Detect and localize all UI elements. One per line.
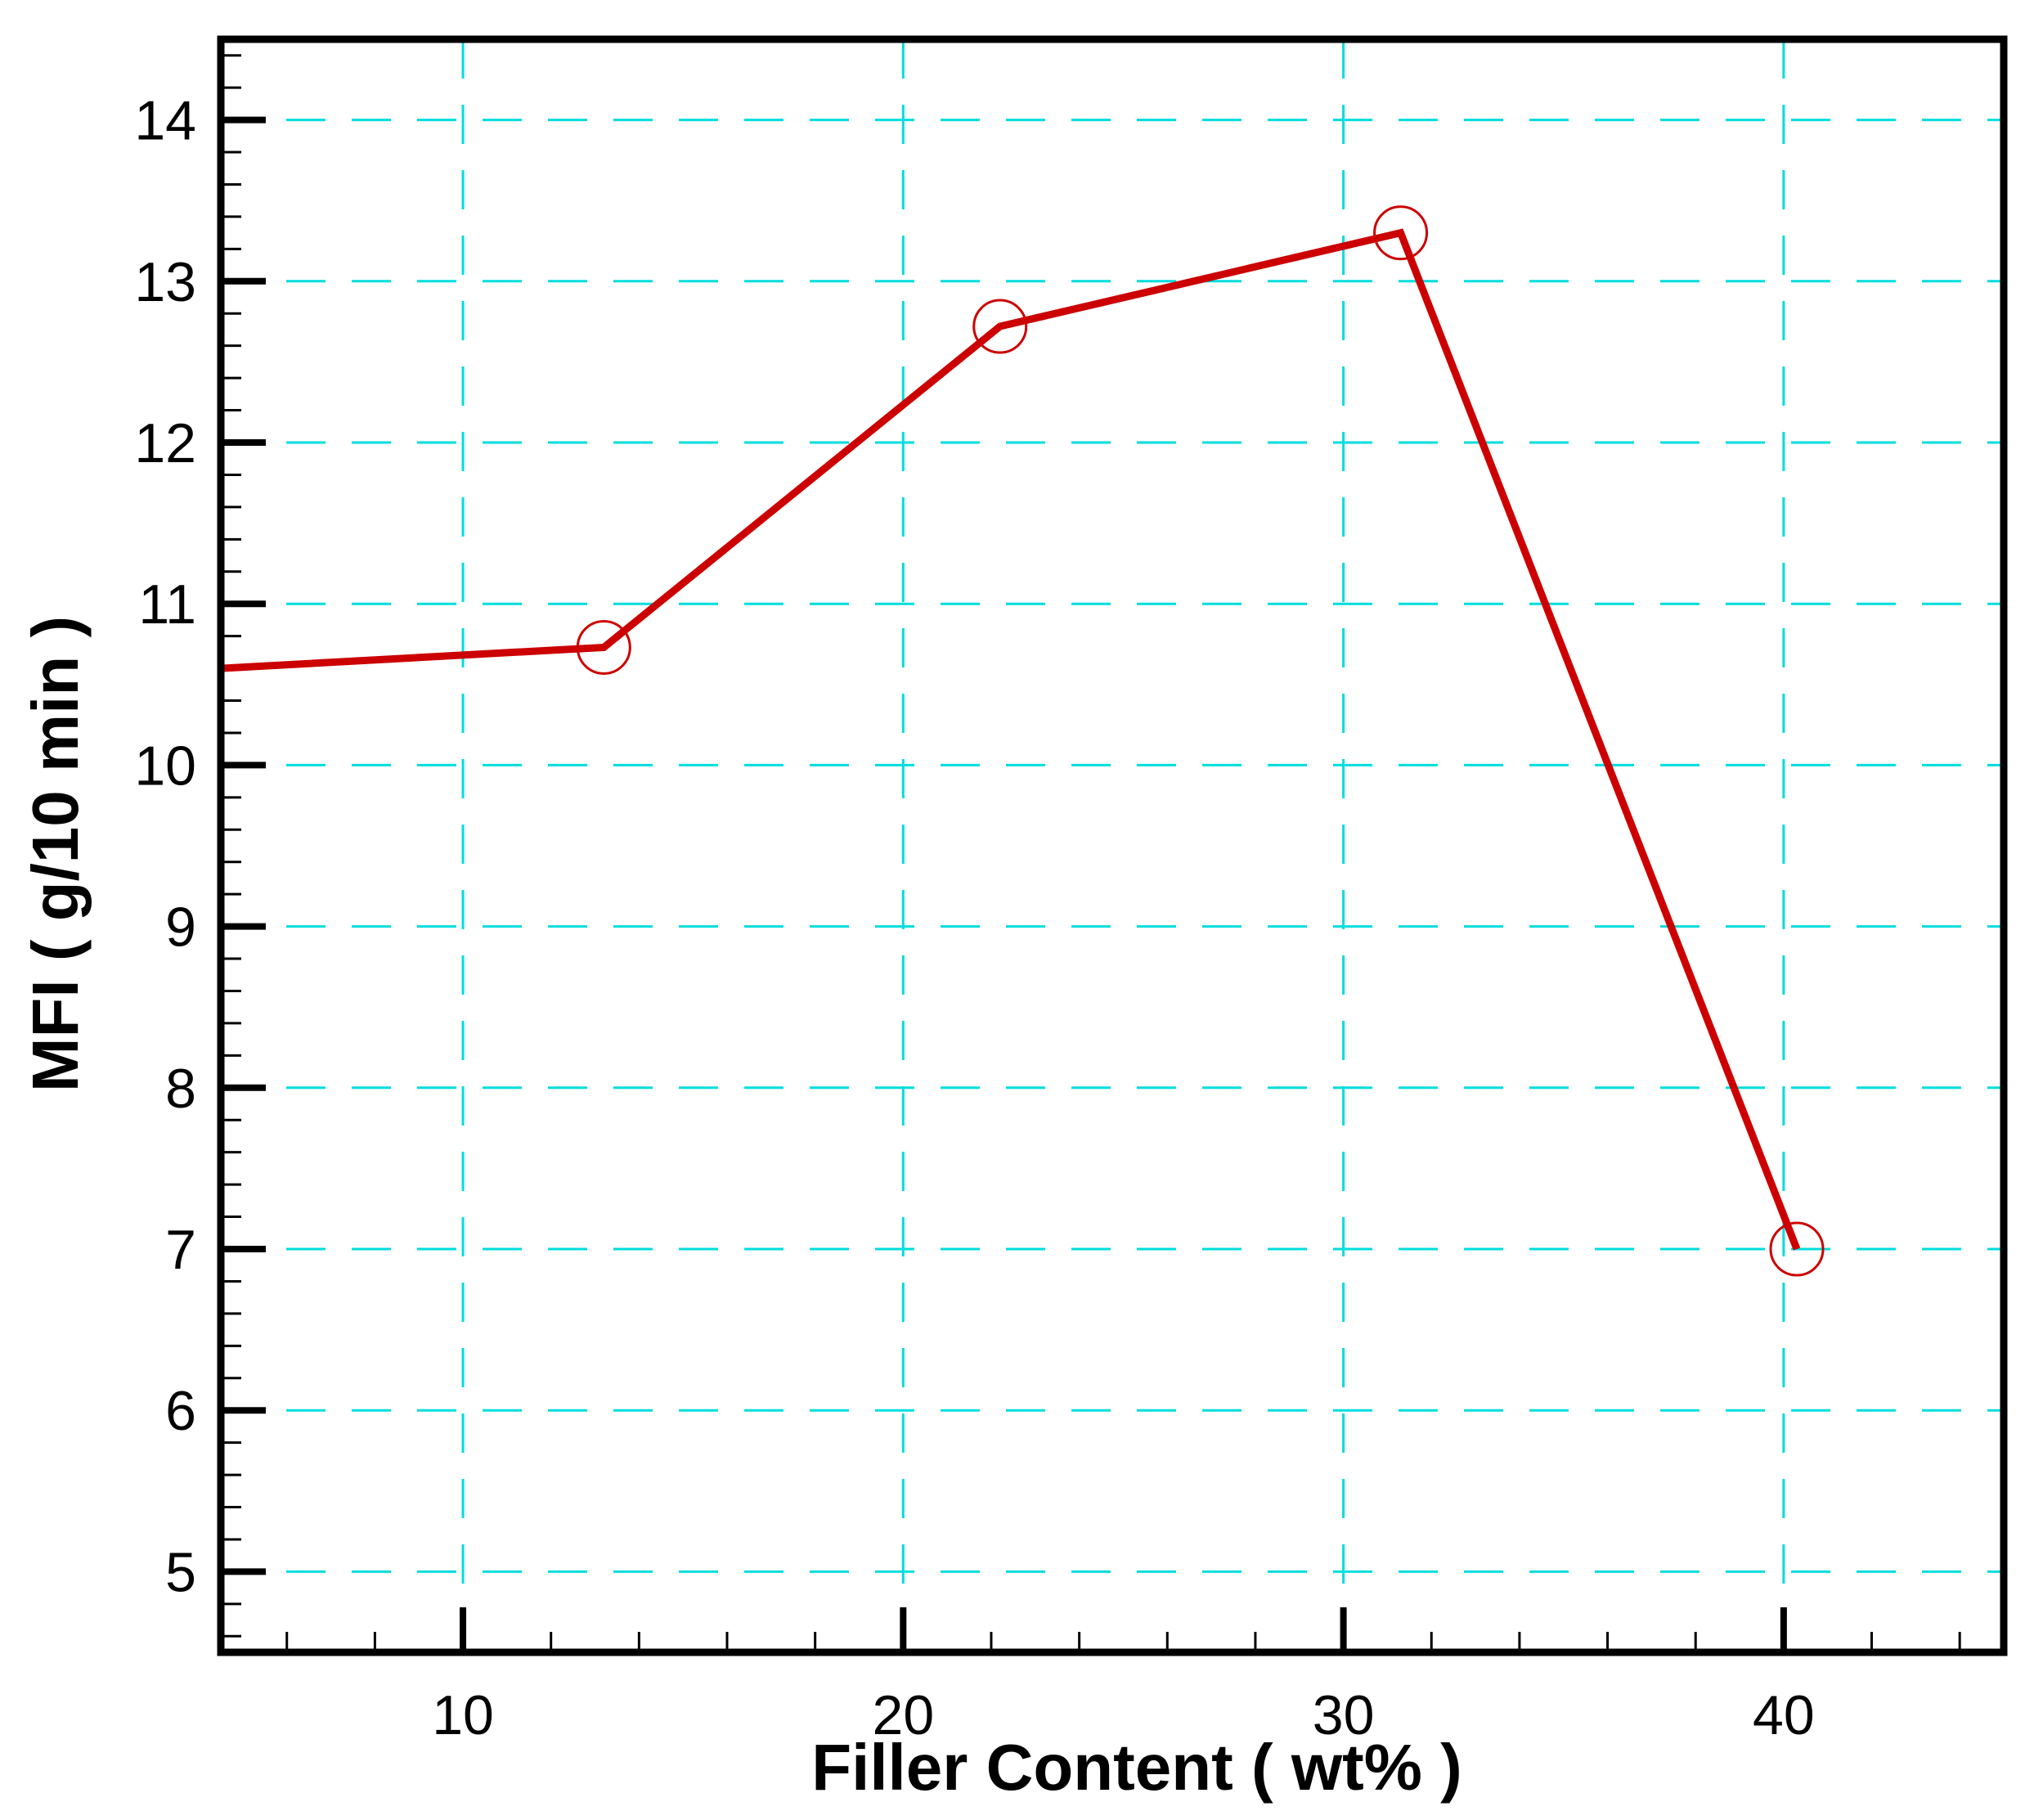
y-tick-label: 7 — [165, 1219, 196, 1281]
series-line — [220, 228, 1801, 1251]
x-tick-label: 10 — [432, 1684, 494, 1746]
y-tick-label: 9 — [165, 897, 196, 959]
data-point-marker — [1769, 1221, 1825, 1277]
tick-labels: 10 20 30 40 5 6 7 8 9 10 11 12 13 14 — [134, 90, 1814, 1746]
y-tick-label: 6 — [165, 1380, 196, 1442]
data-point-marker — [972, 299, 1028, 354]
x-tick-label: 30 — [1313, 1684, 1375, 1746]
y-tick-label: 5 — [165, 1541, 196, 1603]
x-tick-label: 40 — [1753, 1684, 1815, 1746]
data-point-marker — [576, 619, 631, 675]
y-tick-label: 10 — [134, 735, 196, 797]
axis-ticks — [221, 54, 1961, 1652]
y-tick-label: 13 — [134, 251, 196, 313]
y-tick-label: 14 — [134, 90, 196, 152]
y-axis-title: MFI ( g/10 min ) — [19, 616, 92, 1092]
y-tick-label: 8 — [165, 1058, 196, 1120]
x-tick-label: 20 — [873, 1684, 935, 1746]
grid-lines — [221, 39, 2004, 1652]
x-axis-title: Filler Content ( wt% ) — [811, 1731, 1462, 1804]
data-point-marker — [1373, 205, 1429, 261]
y-tick-label: 11 — [138, 573, 196, 636]
plot-frame — [217, 35, 2008, 1656]
y-tick-label: 12 — [134, 412, 196, 474]
data-series — [220, 205, 1825, 1277]
